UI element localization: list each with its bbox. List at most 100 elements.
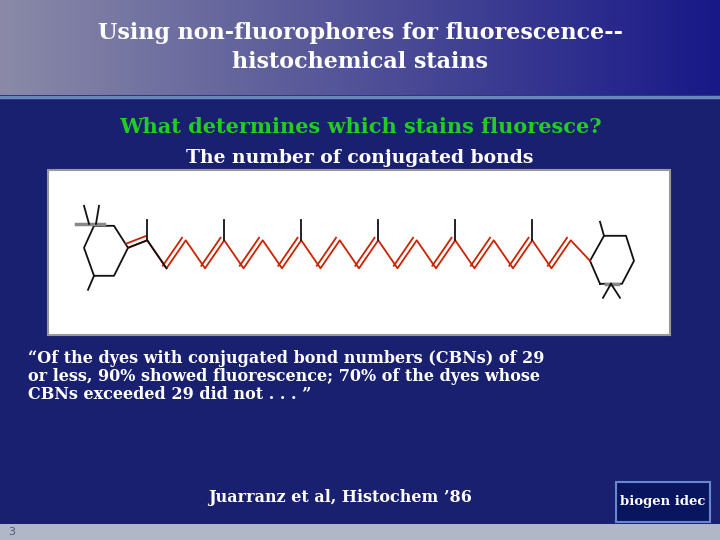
Bar [25,0,26,95]
Bar [425,0,426,95]
Bar [661,0,662,95]
Text: “Of the dyes with conjugated bond numbers (CBNs) of 29: “Of the dyes with conjugated bond number… [28,350,544,367]
Bar [104,0,105,95]
Bar [521,0,522,95]
Bar [548,0,549,95]
Bar [355,0,356,95]
Bar [56,0,57,95]
Bar [156,0,157,95]
Text: What determines which stains fluoresce?: What determines which stains fluoresce? [119,117,601,137]
Bar [428,0,429,95]
Bar [456,0,457,95]
Bar [569,0,570,95]
Bar [447,0,448,95]
Bar [117,0,118,95]
Bar [206,0,207,95]
Bar [139,0,140,95]
Bar [486,0,487,95]
Bar [583,0,584,95]
Bar [497,0,498,95]
Bar [351,0,352,95]
Bar [596,0,597,95]
Bar [593,0,594,95]
Bar [362,0,363,95]
Bar [488,0,489,95]
Bar [543,0,544,95]
Bar [682,0,683,95]
Bar [98,0,99,95]
Bar [78,0,79,95]
Bar [90,0,91,95]
Bar [324,0,325,95]
Bar [69,0,70,95]
Bar [236,0,237,95]
Bar [695,0,696,95]
Bar [647,0,648,95]
Bar [415,0,416,95]
Bar [208,0,209,95]
Bar [199,0,200,95]
Bar [441,0,442,95]
Bar [718,0,719,95]
Bar [349,0,350,95]
Bar [38,0,39,95]
Bar [110,0,111,95]
Bar [179,0,180,95]
Bar [361,0,362,95]
Bar [716,0,717,95]
Bar [560,0,561,95]
Bar [155,0,156,95]
Bar [707,0,708,95]
Bar [492,0,493,95]
Bar [0,0,1,95]
Bar [308,0,309,95]
Bar [278,0,279,95]
Bar [527,0,528,95]
Bar [615,0,616,95]
Bar [518,0,519,95]
Bar [674,0,675,95]
Bar [408,0,409,95]
Bar [429,0,430,95]
Bar [145,0,146,95]
Bar [504,0,505,95]
Bar [181,0,182,95]
Bar [315,0,316,95]
Bar [539,0,540,95]
Bar [37,0,38,95]
Bar [491,0,492,95]
Bar [574,0,575,95]
Bar [549,0,550,95]
Bar [660,0,661,95]
Bar [109,0,110,95]
Bar [476,0,477,95]
Bar [344,0,345,95]
Bar [65,0,66,95]
Bar [43,0,44,95]
Bar [714,0,715,95]
Bar [665,0,666,95]
Bar [693,0,694,95]
Bar [97,0,98,95]
Bar [142,0,143,95]
Bar [333,0,334,95]
Bar [618,0,619,95]
Bar [470,0,471,95]
Bar [187,0,188,95]
Bar [462,0,463,95]
Bar [166,0,167,95]
Bar [431,0,432,95]
Bar [373,0,374,95]
Text: Using non-fluorophores for fluorescence--: Using non-fluorophores for fluorescence-… [97,23,623,44]
Bar [644,0,645,95]
Bar [502,0,503,95]
Bar [657,0,658,95]
Bar [207,0,208,95]
Bar [463,0,464,95]
Bar [430,0,431,95]
Bar [16,0,17,95]
Bar [632,0,633,95]
Bar [259,0,260,95]
Bar [55,0,56,95]
Bar [538,0,539,95]
